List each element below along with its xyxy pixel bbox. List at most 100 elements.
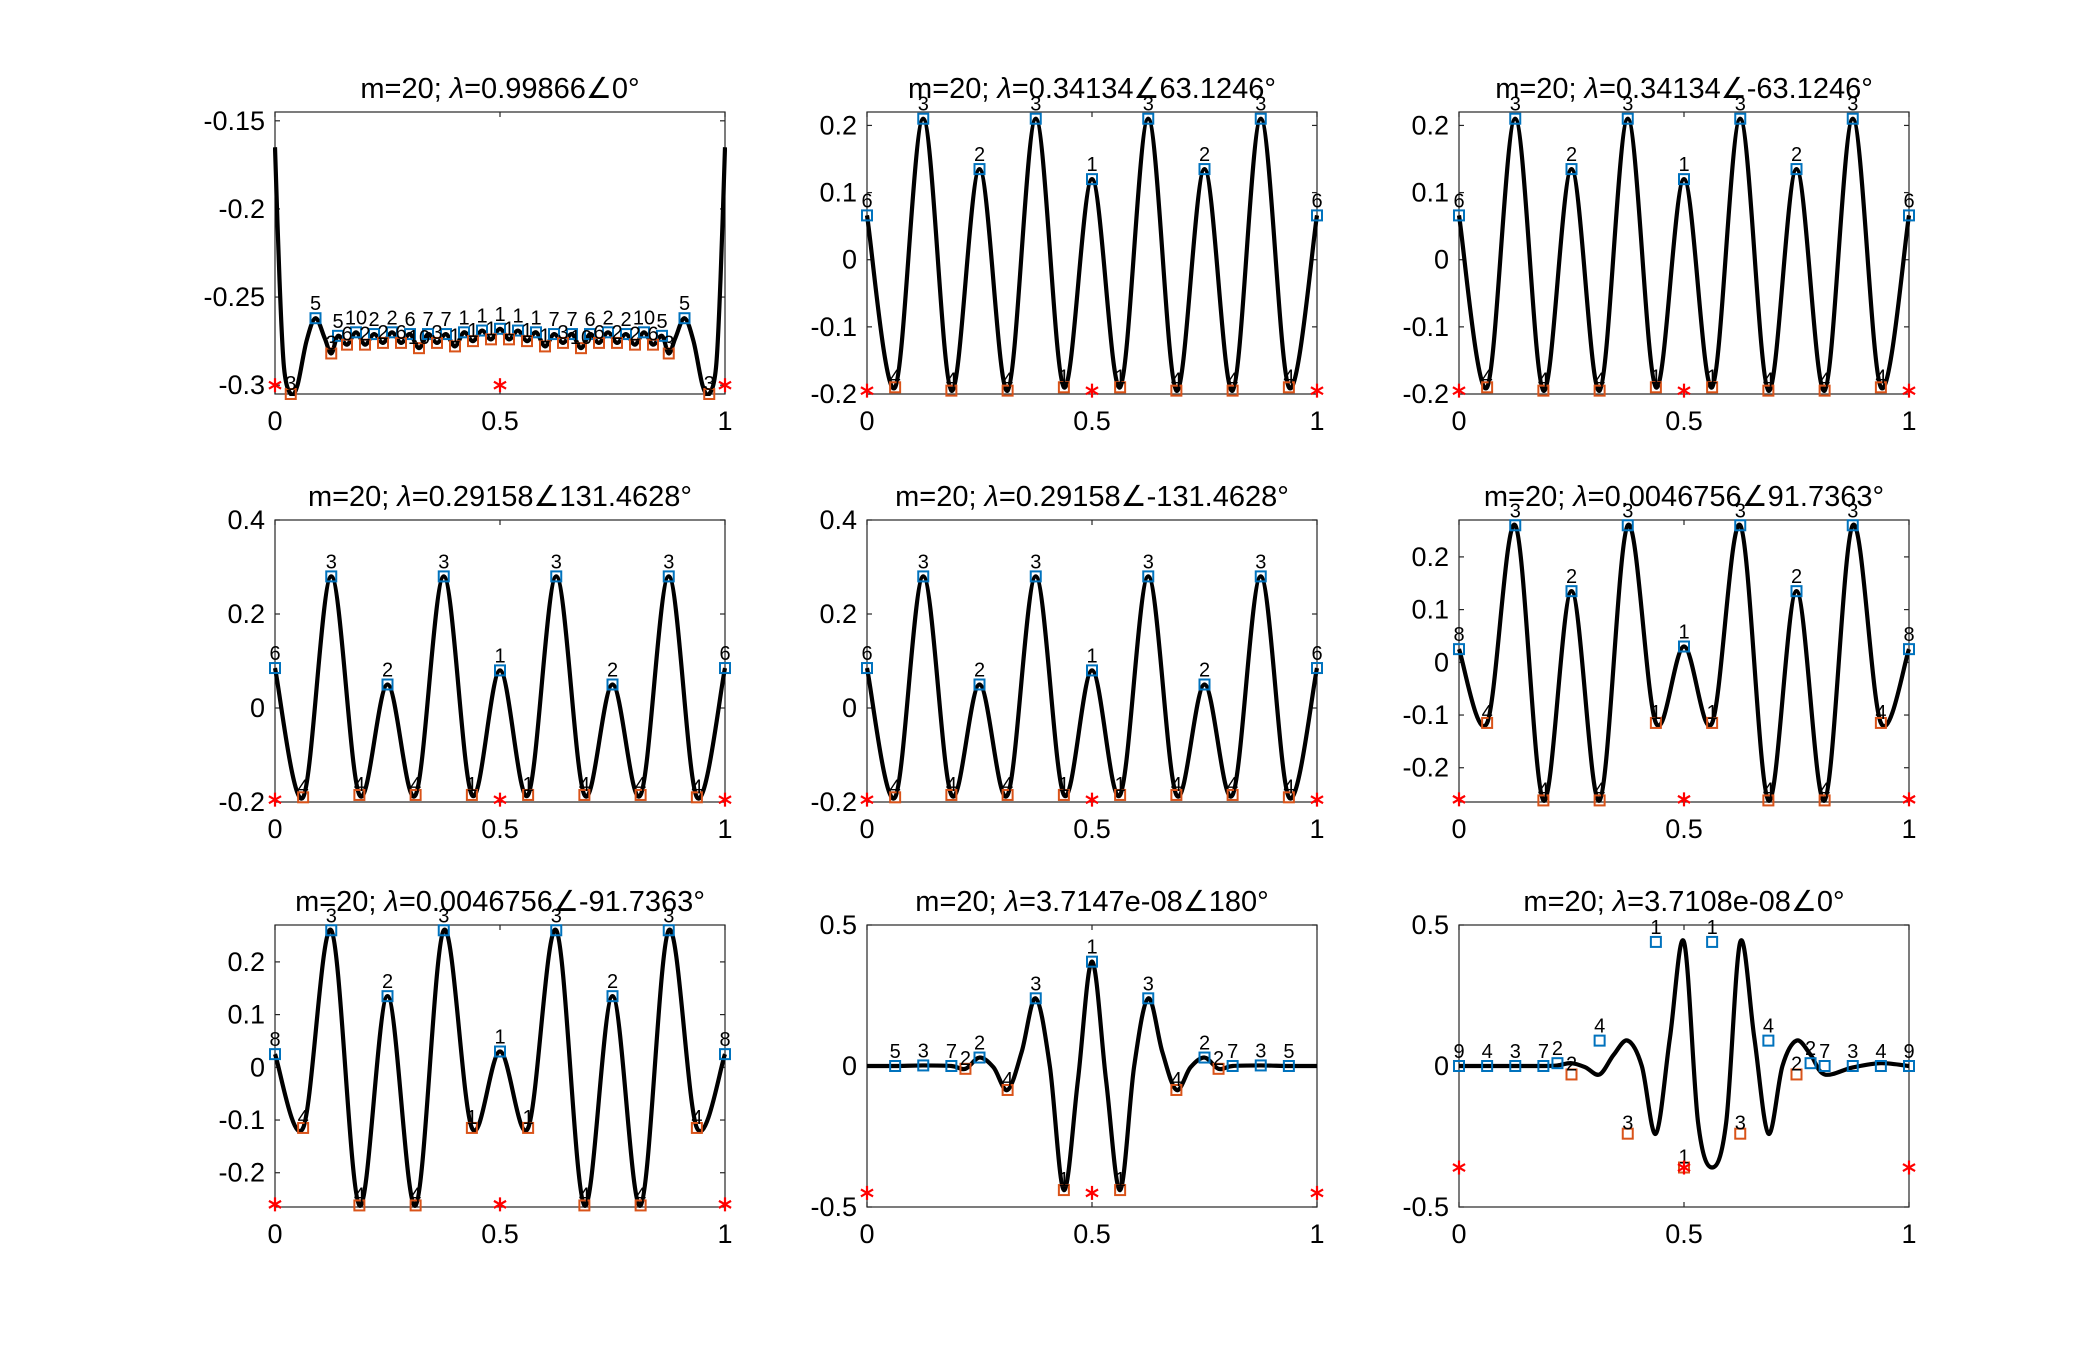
maximum-marker [1734, 112, 1747, 125]
maximum-marker [550, 924, 563, 937]
maximum-marker [1621, 519, 1634, 532]
minimum-marker [521, 335, 533, 348]
y-tick-label: 0.2 [819, 110, 857, 140]
minimum-marker [1593, 384, 1606, 397]
minimum-marker [1762, 794, 1775, 807]
star-marker [1677, 383, 1691, 398]
maximum-marker [662, 570, 675, 583]
maximum-marker [1903, 1060, 1915, 1072]
maximum-label: 2 [620, 309, 631, 331]
y-tick-label: 0 [1434, 647, 1449, 677]
x-tick-label: 0 [1451, 406, 1466, 436]
subplot-title: m=20; λ=0.99866∠0° [360, 73, 639, 105]
minimum-marker [522, 788, 535, 801]
maximum-marker [1226, 1060, 1239, 1072]
minimum-label: 4 [298, 776, 309, 798]
maximum-marker [381, 990, 394, 1003]
minimum-marker [1481, 381, 1494, 394]
maximum-label: 3 [1030, 94, 1041, 116]
minimum-marker [578, 1199, 591, 1212]
star-marker [1310, 1185, 1324, 1200]
minimum-marker [325, 347, 338, 360]
maximum-label: 8 [269, 1029, 280, 1051]
maximum-marker [638, 326, 650, 339]
y-tick-label: 0.2 [1411, 110, 1449, 140]
maximum-label: 1 [1678, 154, 1689, 176]
maximum-label: 4 [1594, 1016, 1605, 1038]
maximum-label: 1 [512, 306, 523, 328]
star-marker [1085, 792, 1099, 807]
maximum-marker [476, 324, 488, 337]
maximum-marker [566, 328, 578, 341]
star-marker [1902, 792, 1916, 807]
maximum-marker [325, 924, 338, 937]
series-line [1457, 116, 1911, 393]
maximum-marker [309, 312, 322, 325]
maximum-marker [719, 1048, 731, 1061]
x-tick-label: 0 [859, 406, 874, 436]
maximum-marker [1846, 519, 1859, 532]
y-tick-label: -0.2 [1402, 379, 1449, 409]
maximum-label: 1 [1650, 917, 1661, 939]
maximum-marker [1509, 519, 1522, 532]
minimum-marker [1790, 1068, 1803, 1081]
maximum-marker [606, 678, 619, 691]
minimum-marker [467, 335, 479, 348]
y-tick-label: -0.1 [1402, 700, 1449, 730]
star-marker [1310, 383, 1324, 398]
maximum-label: 10 [345, 307, 367, 329]
maximum-label: 7 [566, 309, 577, 331]
y-tick-label: 0 [842, 693, 857, 723]
maximum-marker [602, 326, 614, 339]
maximum-marker [1621, 112, 1634, 125]
y-tick-label: 0 [842, 245, 857, 275]
y-tick-label: 0.4 [819, 505, 857, 535]
y-tick-label: -0.2 [810, 379, 857, 409]
minimum-marker [1282, 381, 1295, 394]
minimum-marker [413, 342, 425, 355]
y-tick-label: -0.3 [218, 370, 265, 400]
star-marker [493, 792, 507, 807]
maximum-marker [606, 990, 619, 1003]
maximum-label: 2 [607, 971, 618, 993]
star-marker [1452, 383, 1466, 398]
maximum-label: 2 [386, 307, 397, 329]
minimum-label: 3 [431, 322, 442, 344]
y-tick-label: 0.5 [1411, 910, 1449, 940]
maximum-marker [494, 1045, 506, 1058]
minimum-marker [284, 388, 297, 400]
maximum-marker [1762, 1034, 1775, 1047]
star-marker [1085, 1185, 1099, 1200]
minimum-label: 4 [1002, 370, 1013, 392]
minimum-label: 1 [523, 1107, 534, 1129]
maximum-marker [494, 664, 506, 677]
minimum-label: 1 [521, 320, 532, 342]
maximum-label: 3 [1030, 551, 1041, 573]
minimum-marker [1649, 716, 1662, 729]
maximum-marker [325, 570, 338, 583]
minimum-marker [1212, 1062, 1225, 1075]
maximum-marker [437, 570, 450, 583]
minimum-label: 4 [1482, 702, 1493, 724]
minimum-label: 4 [1227, 774, 1238, 796]
y-tick-label: 0.2 [227, 947, 265, 977]
maximum-marker [1804, 1057, 1817, 1070]
minimum-marker [945, 384, 958, 397]
minimum-label: 4 [691, 1107, 702, 1129]
minimum-marker [1762, 384, 1775, 397]
minimum-label: 4 [946, 370, 957, 392]
minimum-label: 4 [635, 1184, 646, 1206]
y-tick-label: -0.5 [1402, 1192, 1449, 1222]
maximum-marker [1311, 209, 1323, 222]
axes-box [274, 519, 726, 803]
minimum-label: 6 [647, 324, 658, 346]
minimum-label: 4 [1283, 776, 1294, 798]
subplot-title: m=20; λ=0.29158∠-131.4628° [895, 481, 1289, 513]
maximum-marker [1565, 163, 1578, 176]
maximum-marker [1903, 643, 1915, 656]
maximum-marker [917, 112, 930, 125]
maximum-label: 3 [438, 905, 449, 927]
maximum-marker [1086, 173, 1098, 186]
maximum-label: 1 [1086, 645, 1097, 667]
